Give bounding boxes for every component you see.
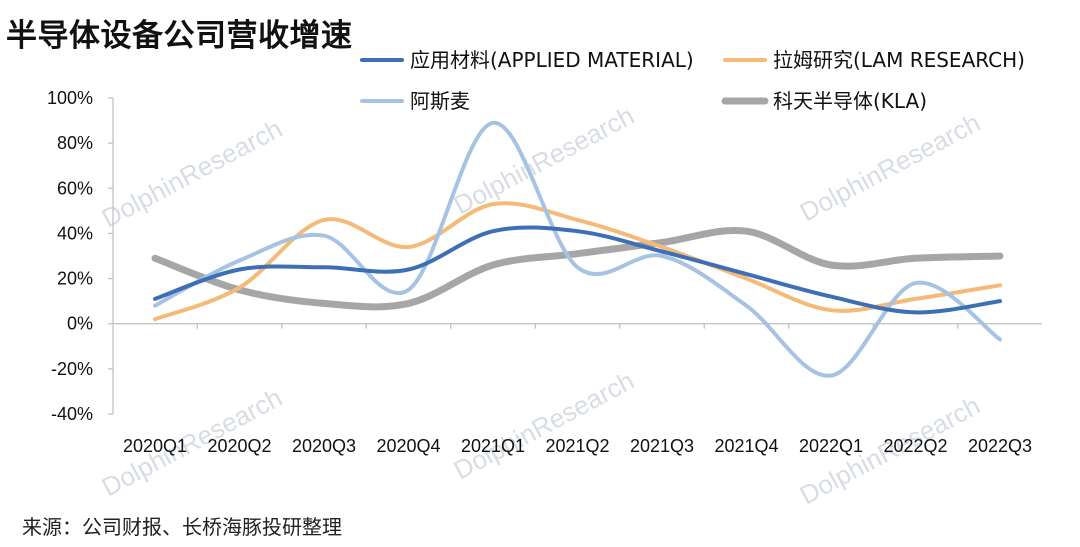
series-lines xyxy=(151,120,1004,378)
x-tick-label: 2021Q3 xyxy=(630,436,694,456)
legend-label: 科天半导体(KLA) xyxy=(773,89,927,113)
watermark-text: DolphinResearch xyxy=(449,365,639,485)
tick-labels: 100% 80% 60% 40% 20% 0% -20% -40% 2020Q1 2020Q2 20… xyxy=(47,88,1032,456)
watermark-text: DolphinResearch xyxy=(97,113,287,233)
source-note: 来源：公司财报、长桥海豚投研整理 xyxy=(22,515,342,539)
y-tick-label: -40% xyxy=(51,404,93,424)
x-tick-label: 2021Q1 xyxy=(461,436,525,456)
x-tick-label: 2022Q2 xyxy=(883,436,947,456)
x-tick-label: 2022Q3 xyxy=(968,436,1032,456)
axes xyxy=(108,97,1042,415)
x-tick-label: 2020Q2 xyxy=(207,436,271,456)
series-line-amat-line xyxy=(153,225,1002,315)
legend: 应用材料(APPLIED MATERIAL) 拉姆研究(LAM RESEARCH)… xyxy=(360,48,1025,113)
legend-label: 应用材料(APPLIED MATERIAL) xyxy=(410,48,694,72)
x-tick-label: 2020Q1 xyxy=(123,436,187,456)
x-tick-label: 2020Q3 xyxy=(292,436,356,456)
series-line-kla-line xyxy=(151,226,1004,311)
y-tick-label: 40% xyxy=(57,223,93,243)
y-tick-label: 100% xyxy=(47,88,93,108)
chart-title: 半导体设备公司营收增速 xyxy=(6,18,353,54)
legend-label: 拉姆研究(LAM RESEARCH) xyxy=(773,48,1025,72)
watermark-text: DolphinResearch xyxy=(795,107,985,227)
y-tick-label: 0% xyxy=(67,314,93,334)
x-tick-label: 2021Q2 xyxy=(545,436,609,456)
x-tick-label: 2020Q4 xyxy=(376,436,440,456)
legend-label: 阿斯麦 xyxy=(410,89,470,113)
y-tick-label: -20% xyxy=(51,359,93,379)
x-tick-label: 2021Q4 xyxy=(714,436,778,456)
x-tick-label: 2022Q1 xyxy=(799,436,863,456)
y-tick-label: 60% xyxy=(57,178,93,198)
y-tick-label: 80% xyxy=(57,133,93,153)
y-tick-label: 20% xyxy=(57,269,93,289)
series-line-asml-line xyxy=(153,120,1002,378)
